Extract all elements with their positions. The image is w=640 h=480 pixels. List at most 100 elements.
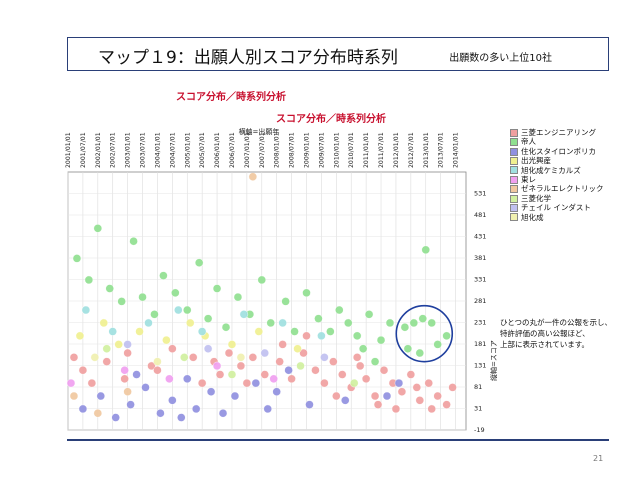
x-tick-label: 2002/07/01 — [110, 132, 117, 168]
data-point — [373, 400, 383, 409]
data-point — [191, 404, 201, 414]
data-point — [189, 353, 198, 362]
data-point — [212, 361, 222, 371]
legend-label: 帝人 — [521, 137, 536, 147]
data-point — [260, 370, 269, 379]
x-tick-label: 2009/07/01 — [318, 132, 325, 168]
x-tick-label: 2012/07/01 — [408, 132, 415, 168]
data-point — [278, 340, 287, 349]
data-point — [257, 275, 266, 285]
data-point — [66, 378, 76, 388]
data-point — [123, 387, 132, 396]
legend-swatch — [510, 175, 518, 184]
data-point — [338, 370, 347, 379]
x-tick-label: 2013/07/01 — [438, 132, 445, 168]
chart-subtitle-2: スコア分布／時系列分析 — [276, 114, 386, 125]
data-point — [197, 327, 207, 336]
data-point — [236, 353, 246, 362]
data-point — [263, 404, 272, 414]
data-point — [150, 310, 159, 319]
legend-label: 出光興産 — [521, 156, 551, 166]
data-point — [329, 357, 338, 366]
data-point — [93, 409, 103, 418]
x-axis-label: 横軸=出願年 — [239, 127, 280, 136]
data-point — [251, 378, 261, 388]
data-point — [272, 387, 281, 396]
data-point — [123, 348, 132, 358]
chart-note-line: 特許評価の高い公報ほど、 — [500, 329, 590, 338]
x-tick-label: 2001/07/01 — [80, 132, 87, 168]
data-point — [168, 344, 177, 353]
legend-label: 旭化成 — [521, 212, 544, 222]
data-point — [379, 366, 389, 375]
data-point — [159, 271, 168, 280]
data-point — [203, 344, 213, 353]
legend-swatch — [510, 194, 518, 203]
x-tick-label: 2005/01/01 — [184, 132, 191, 168]
data-point — [358, 344, 368, 353]
data-point — [364, 310, 374, 319]
data-point — [385, 318, 395, 328]
data-point — [215, 370, 225, 379]
data-point — [299, 348, 308, 358]
data-point — [224, 348, 234, 358]
data-point — [391, 404, 401, 414]
data-point — [206, 387, 216, 396]
data-point — [90, 353, 100, 362]
data-point — [248, 172, 258, 181]
legend-item: 三菱化学 — [510, 194, 604, 203]
data-point — [433, 391, 442, 401]
legend-label: 三菱化学 — [521, 193, 551, 203]
data-point — [227, 370, 237, 379]
footer-line — [67, 439, 609, 441]
legend-label: 住化スタイロンポリカ — [521, 146, 596, 156]
data-point — [174, 305, 183, 315]
data-point — [75, 331, 85, 341]
data-point — [221, 323, 231, 332]
x-tick-label: 2010/07/01 — [348, 132, 355, 168]
data-point — [153, 366, 162, 375]
data-point — [69, 353, 79, 362]
legend-label: ゼネラルエレクトリック — [521, 184, 604, 194]
slide-title: マップ１9：出願人別スコア分布時系列 — [98, 48, 398, 68]
y-tick-label: 181 — [474, 340, 486, 348]
data-point — [275, 357, 284, 366]
legend-label: チェイル インダスト — [521, 203, 591, 213]
data-point — [186, 318, 195, 328]
data-point — [305, 400, 314, 409]
data-point — [317, 331, 326, 341]
data-point — [320, 378, 329, 388]
data-point — [260, 348, 269, 358]
legend-item: 東レ — [510, 175, 604, 184]
data-point — [394, 378, 404, 388]
data-point — [203, 314, 213, 323]
data-point — [400, 323, 410, 332]
data-point — [153, 357, 162, 366]
y-tick-label: 331 — [474, 276, 486, 284]
legend-item: 旭化成 — [510, 213, 604, 222]
data-point — [218, 409, 228, 418]
x-tick-label: 2012/01/01 — [393, 132, 400, 168]
legend-label: 旭化成ケミカルズ — [521, 165, 581, 175]
y-tick-label: 381 — [474, 254, 486, 262]
x-tick-label: 2007/07/01 — [259, 132, 266, 168]
data-point — [239, 310, 249, 319]
data-point — [212, 284, 222, 293]
y-tick-label: 531 — [474, 190, 486, 198]
page-number: 21 — [593, 454, 604, 463]
x-tick-label: 2013/01/01 — [423, 132, 430, 168]
data-point — [248, 353, 258, 362]
x-tick-label: 2008/07/01 — [289, 132, 296, 168]
data-point — [290, 327, 299, 336]
data-point — [236, 361, 246, 371]
data-point — [168, 396, 177, 405]
legend-swatch — [510, 185, 518, 194]
data-point — [427, 318, 436, 328]
legend-swatch — [510, 213, 518, 222]
data-point — [266, 318, 275, 328]
data-point — [433, 340, 442, 349]
data-point — [72, 254, 82, 263]
data-point — [84, 275, 94, 285]
x-tick-label: 2003/01/01 — [125, 132, 132, 168]
